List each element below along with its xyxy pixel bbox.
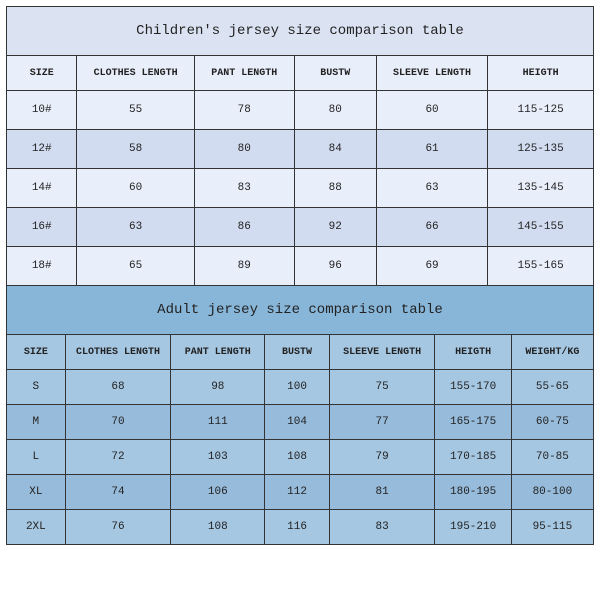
adult-col-header: BUSTW: [265, 335, 330, 370]
table-cell: 80: [294, 91, 376, 130]
table-cell: 63: [77, 208, 194, 247]
table-cell: 76: [65, 510, 171, 545]
adult-size-table: Adult jersey size comparison table SIZEC…: [6, 285, 594, 545]
table-cell: 58: [77, 130, 194, 169]
table-cell: 111: [171, 405, 265, 440]
table-cell: L: [7, 440, 66, 475]
adult-col-header: PANT LENGTH: [171, 335, 265, 370]
table-cell: 72: [65, 440, 171, 475]
table-cell: 116: [265, 510, 330, 545]
table-cell: 170-185: [435, 440, 511, 475]
table-cell: 89: [194, 247, 294, 286]
table-cell: 83: [329, 510, 435, 545]
children-col-header: PANT LENGTH: [194, 56, 294, 91]
children-title: Children's jersey size comparison table: [7, 7, 594, 56]
table-cell: 81: [329, 475, 435, 510]
table-cell: 92: [294, 208, 376, 247]
children-col-header: HEIGTH: [488, 56, 594, 91]
table-cell: 88: [294, 169, 376, 208]
children-header-row: SIZECLOTHES LENGTHPANT LENGTHBUSTWSLEEVE…: [7, 56, 594, 91]
table-cell: 108: [265, 440, 330, 475]
children-size-table: Children's jersey size comparison table …: [6, 6, 594, 286]
table-cell: 60-75: [511, 405, 593, 440]
table-cell: 69: [376, 247, 488, 286]
table-cell: 66: [376, 208, 488, 247]
children-col-header: SIZE: [7, 56, 77, 91]
table-cell: 60: [77, 169, 194, 208]
adult-col-header: SLEEVE LENGTH: [329, 335, 435, 370]
children-col-header: BUSTW: [294, 56, 376, 91]
children-title-row: Children's jersey size comparison table: [7, 7, 594, 56]
table-cell: 106: [171, 475, 265, 510]
table-cell: 96: [294, 247, 376, 286]
table-cell: 100: [265, 370, 330, 405]
table-cell: XL: [7, 475, 66, 510]
table-cell: S: [7, 370, 66, 405]
table-cell: 165-175: [435, 405, 511, 440]
children-col-header: SLEEVE LENGTH: [376, 56, 488, 91]
size-chart-wrapper: Children's jersey size comparison table …: [0, 0, 600, 600]
table-cell: 68: [65, 370, 171, 405]
table-cell: 63: [376, 169, 488, 208]
table-cell: 98: [171, 370, 265, 405]
table-row: S689810075155-17055-65: [7, 370, 594, 405]
children-col-header: CLOTHES LENGTH: [77, 56, 194, 91]
table-cell: 115-125: [488, 91, 594, 130]
adult-title: Adult jersey size comparison table: [7, 286, 594, 335]
adult-header-row: SIZECLOTHES LENGTHPANT LENGTHBUSTWSLEEVE…: [7, 335, 594, 370]
table-cell: 84: [294, 130, 376, 169]
table-cell: 135-145: [488, 169, 594, 208]
adult-title-row: Adult jersey size comparison table: [7, 286, 594, 335]
table-cell: 79: [329, 440, 435, 475]
table-cell: 80-100: [511, 475, 593, 510]
table-cell: 70: [65, 405, 171, 440]
table-cell: 2XL: [7, 510, 66, 545]
table-cell: 18#: [7, 247, 77, 286]
table-cell: 55-65: [511, 370, 593, 405]
table-row: 12#58808461125-135: [7, 130, 594, 169]
adult-col-header: CLOTHES LENGTH: [65, 335, 171, 370]
table-cell: 60: [376, 91, 488, 130]
table-cell: 80: [194, 130, 294, 169]
table-cell: 78: [194, 91, 294, 130]
table-row: 18#65899669155-165: [7, 247, 594, 286]
table-cell: 145-155: [488, 208, 594, 247]
table-cell: 12#: [7, 130, 77, 169]
table-cell: 103: [171, 440, 265, 475]
adult-col-header: SIZE: [7, 335, 66, 370]
table-cell: 125-135: [488, 130, 594, 169]
table-cell: 65: [77, 247, 194, 286]
table-row: L7210310879170-18570-85: [7, 440, 594, 475]
table-row: 14#60838863135-145: [7, 169, 594, 208]
table-cell: 74: [65, 475, 171, 510]
table-cell: 16#: [7, 208, 77, 247]
table-cell: 75: [329, 370, 435, 405]
table-cell: 61: [376, 130, 488, 169]
table-cell: 14#: [7, 169, 77, 208]
table-row: M7011110477165-17560-75: [7, 405, 594, 440]
table-cell: 108: [171, 510, 265, 545]
table-cell: 155-165: [488, 247, 594, 286]
adult-col-header: HEIGTH: [435, 335, 511, 370]
table-cell: 155-170: [435, 370, 511, 405]
table-cell: 70-85: [511, 440, 593, 475]
table-row: 16#63869266145-155: [7, 208, 594, 247]
table-cell: 10#: [7, 91, 77, 130]
table-cell: 86: [194, 208, 294, 247]
table-cell: 104: [265, 405, 330, 440]
adult-col-header: WEIGHT/KG: [511, 335, 593, 370]
table-row: 10#55788060115-125: [7, 91, 594, 130]
table-cell: 112: [265, 475, 330, 510]
table-cell: 77: [329, 405, 435, 440]
table-row: 2XL7610811683195-21095-115: [7, 510, 594, 545]
table-cell: 180-195: [435, 475, 511, 510]
table-cell: 83: [194, 169, 294, 208]
table-row: XL7410611281180-19580-100: [7, 475, 594, 510]
table-cell: 55: [77, 91, 194, 130]
table-cell: 95-115: [511, 510, 593, 545]
table-cell: M: [7, 405, 66, 440]
table-cell: 195-210: [435, 510, 511, 545]
